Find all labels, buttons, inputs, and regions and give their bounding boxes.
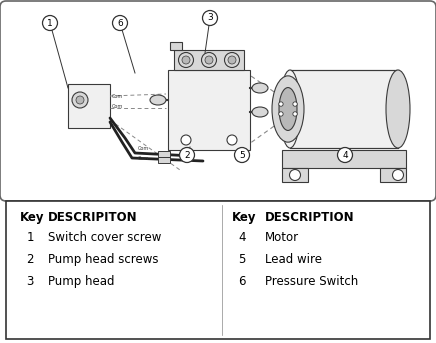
Text: 1: 1 (47, 19, 53, 27)
Ellipse shape (272, 76, 304, 142)
Text: Switch cover screw: Switch cover screw (48, 231, 161, 244)
Circle shape (42, 15, 58, 31)
Text: Key: Key (20, 211, 44, 224)
FancyBboxPatch shape (6, 201, 430, 339)
Text: 3: 3 (26, 275, 34, 288)
Text: 2: 2 (26, 253, 34, 266)
Text: 2: 2 (184, 151, 190, 159)
Text: 4: 4 (342, 151, 348, 159)
FancyBboxPatch shape (290, 70, 398, 148)
Circle shape (279, 102, 283, 106)
Text: Lead wire: Lead wire (265, 253, 322, 266)
Circle shape (76, 96, 84, 104)
Text: Key: Key (232, 211, 256, 224)
Circle shape (202, 11, 218, 25)
Text: Pump head screws: Pump head screws (48, 253, 159, 266)
Ellipse shape (280, 70, 300, 148)
Ellipse shape (252, 107, 268, 117)
Circle shape (293, 102, 297, 106)
Circle shape (227, 135, 237, 145)
Polygon shape (158, 151, 170, 157)
Text: Motor: Motor (265, 231, 299, 244)
Circle shape (72, 92, 88, 108)
Text: 5: 5 (238, 253, 246, 266)
Text: Com: Com (112, 94, 123, 98)
Text: Com: Com (138, 155, 149, 161)
Circle shape (182, 56, 190, 64)
Polygon shape (174, 50, 244, 70)
Text: 6: 6 (117, 19, 123, 27)
Circle shape (290, 169, 300, 180)
Text: Pressure Switch: Pressure Switch (265, 275, 358, 288)
Circle shape (228, 56, 236, 64)
Text: DESCRIPTION: DESCRIPTION (265, 211, 354, 224)
Ellipse shape (386, 70, 410, 148)
FancyBboxPatch shape (0, 1, 436, 201)
Circle shape (235, 147, 249, 163)
Circle shape (337, 147, 352, 163)
Polygon shape (282, 150, 406, 168)
Circle shape (392, 169, 403, 180)
Polygon shape (68, 84, 110, 128)
Ellipse shape (279, 87, 297, 130)
Circle shape (178, 52, 194, 68)
Circle shape (112, 15, 127, 31)
Text: 6: 6 (238, 275, 246, 288)
Ellipse shape (150, 95, 166, 105)
Circle shape (279, 112, 283, 116)
Polygon shape (282, 168, 308, 182)
Text: Com: Com (112, 104, 123, 108)
Text: Com: Com (138, 145, 149, 151)
Circle shape (181, 135, 191, 145)
Text: 3: 3 (207, 13, 213, 23)
Circle shape (205, 56, 213, 64)
Text: 1: 1 (26, 231, 34, 244)
Text: 5: 5 (239, 151, 245, 159)
Polygon shape (380, 168, 406, 182)
Text: DESCRIPITON: DESCRIPITON (48, 211, 138, 224)
Circle shape (293, 112, 297, 116)
Polygon shape (168, 70, 250, 150)
Text: Pump head: Pump head (48, 275, 115, 288)
Circle shape (180, 147, 194, 163)
Circle shape (201, 52, 217, 68)
Ellipse shape (252, 83, 268, 93)
Polygon shape (170, 42, 182, 50)
Text: 4: 4 (238, 231, 246, 244)
Polygon shape (158, 157, 170, 163)
Circle shape (225, 52, 239, 68)
